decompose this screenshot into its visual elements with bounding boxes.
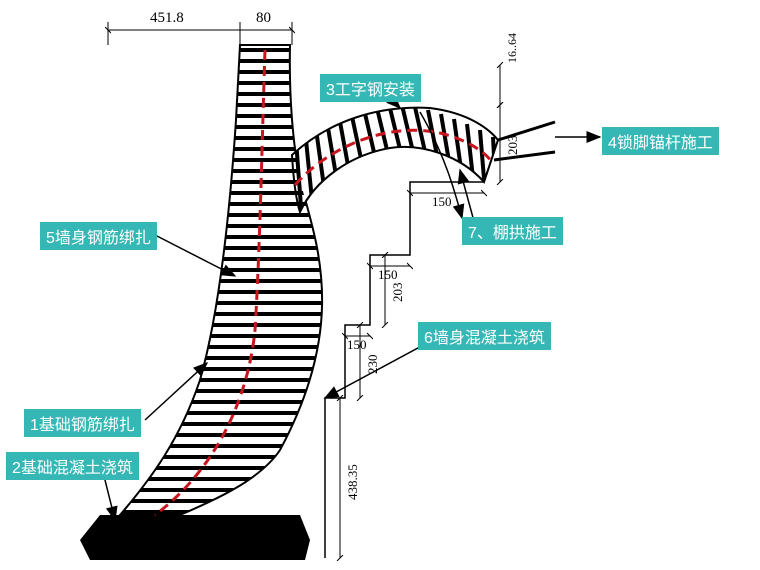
label-3: 3工字钢安装	[320, 74, 421, 102]
label-5: 5墙身钢筋绑扎	[40, 222, 157, 250]
dim-top-left: 451.8	[150, 10, 184, 27]
label-7: 7、棚拱施工	[462, 217, 563, 245]
dim-h2: 150	[378, 267, 398, 283]
dim-v4: 438.35	[345, 464, 361, 500]
dim-v1: 203	[505, 136, 521, 156]
dim-v3: 230	[365, 355, 381, 375]
step-profile	[325, 182, 484, 558]
dim-v0: 16..64	[505, 33, 520, 63]
dim-top-right: 80	[256, 10, 271, 27]
label-2: 2基础混凝土浇筑	[6, 452, 139, 480]
dim-h1: 150	[432, 194, 452, 210]
diagram-canvas: 1基础钢筋绑扎 2基础混凝土浇筑 3工字钢安装 4锁脚锚杆施工 5墙身钢筋绑扎 …	[0, 0, 760, 570]
dim-v2: 203	[390, 283, 406, 303]
dim-h3: 150	[347, 337, 367, 353]
anchor-bolts	[494, 122, 555, 160]
label-4: 4锁脚锚杆施工	[602, 127, 719, 155]
base-solid	[80, 515, 310, 560]
label-6: 6墙身混凝土浇筑	[418, 322, 551, 350]
label-1: 1基础钢筋绑扎	[24, 409, 141, 437]
